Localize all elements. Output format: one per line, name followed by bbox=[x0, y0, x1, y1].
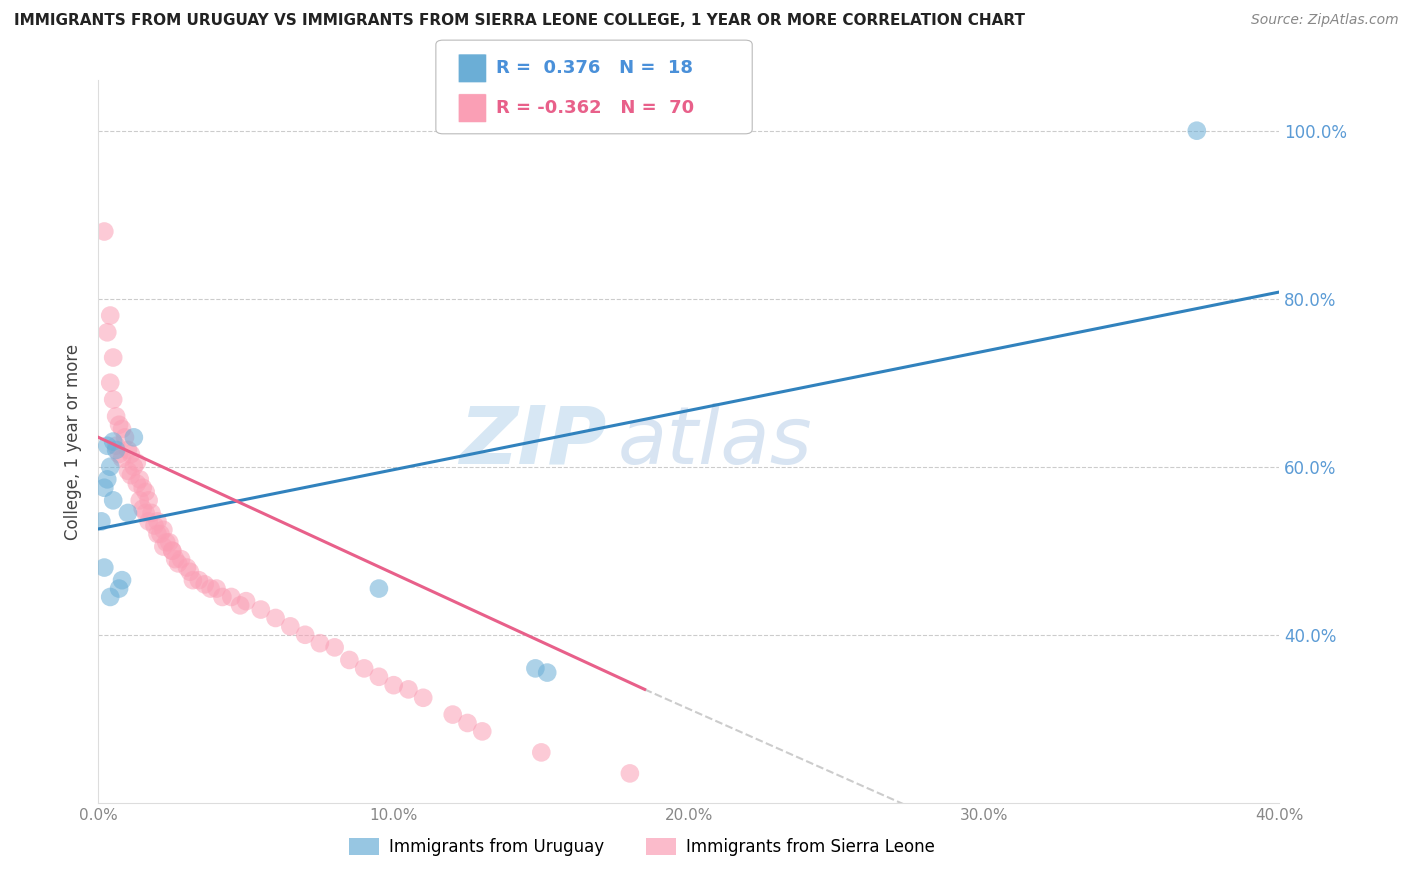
Point bbox=[108, 447, 131, 461]
Text: R = -0.362   N =  70: R = -0.362 N = 70 bbox=[496, 99, 695, 117]
Point bbox=[96, 439, 118, 453]
Point bbox=[125, 456, 148, 470]
Point bbox=[149, 527, 172, 541]
Point bbox=[280, 619, 302, 633]
Text: IMMIGRANTS FROM URUGUAY VS IMMIGRANTS FROM SIERRA LEONE COLLEGE, 1 YEAR OR MORE : IMMIGRANTS FROM URUGUAY VS IMMIGRANTS FR… bbox=[14, 13, 1025, 29]
Point bbox=[108, 417, 131, 432]
Point bbox=[141, 506, 163, 520]
Point bbox=[111, 451, 134, 466]
Point bbox=[111, 573, 134, 587]
Point bbox=[382, 678, 405, 692]
Point bbox=[128, 493, 150, 508]
Point bbox=[138, 493, 160, 508]
Point bbox=[368, 670, 391, 684]
Point bbox=[135, 506, 157, 520]
Point bbox=[619, 766, 641, 780]
Point bbox=[117, 442, 139, 457]
Point bbox=[98, 376, 121, 390]
Point bbox=[250, 602, 273, 616]
Point bbox=[93, 481, 115, 495]
Point bbox=[167, 557, 190, 571]
Point bbox=[339, 653, 361, 667]
Point bbox=[264, 611, 287, 625]
Point bbox=[200, 582, 222, 596]
Point bbox=[152, 540, 174, 554]
Point bbox=[120, 447, 142, 461]
Point bbox=[187, 573, 209, 587]
Point bbox=[235, 594, 257, 608]
Point bbox=[146, 514, 169, 528]
Point bbox=[294, 628, 316, 642]
Point bbox=[309, 636, 332, 650]
Point bbox=[211, 590, 233, 604]
Point bbox=[105, 442, 128, 457]
Legend: Immigrants from Uruguay, Immigrants from Sierra Leone: Immigrants from Uruguay, Immigrants from… bbox=[342, 831, 941, 863]
Point bbox=[98, 459, 121, 474]
Point bbox=[412, 690, 434, 705]
Point bbox=[536, 665, 558, 680]
Point bbox=[125, 476, 148, 491]
Point bbox=[122, 459, 145, 474]
Point bbox=[111, 422, 134, 436]
Point bbox=[103, 392, 125, 407]
Point bbox=[146, 527, 169, 541]
Y-axis label: College, 1 year or more: College, 1 year or more bbox=[65, 343, 83, 540]
Point bbox=[117, 506, 139, 520]
Point bbox=[105, 439, 128, 453]
Point bbox=[353, 661, 375, 675]
Point bbox=[162, 543, 183, 558]
Point bbox=[165, 552, 187, 566]
Point bbox=[120, 468, 142, 483]
Point bbox=[155, 535, 177, 549]
Point bbox=[93, 225, 115, 239]
Point bbox=[1185, 124, 1208, 138]
Point bbox=[181, 573, 204, 587]
Point bbox=[323, 640, 346, 655]
Point bbox=[108, 582, 131, 596]
Point bbox=[368, 582, 391, 596]
Point bbox=[122, 430, 145, 444]
Point bbox=[93, 560, 115, 574]
Point bbox=[221, 590, 243, 604]
Point bbox=[205, 582, 228, 596]
Point bbox=[229, 599, 252, 613]
Point bbox=[179, 565, 201, 579]
Point bbox=[98, 590, 121, 604]
Point bbox=[135, 485, 157, 500]
Point bbox=[162, 543, 183, 558]
Point bbox=[105, 409, 128, 424]
Point bbox=[132, 501, 155, 516]
Text: ZIP: ZIP bbox=[458, 402, 606, 481]
Point bbox=[90, 514, 112, 528]
Text: atlas: atlas bbox=[619, 402, 813, 481]
Point bbox=[128, 472, 150, 486]
Point bbox=[530, 745, 553, 759]
Point bbox=[98, 309, 121, 323]
Point bbox=[194, 577, 217, 591]
Point bbox=[176, 560, 198, 574]
Point bbox=[114, 430, 136, 444]
Point bbox=[132, 481, 155, 495]
Point bbox=[441, 707, 464, 722]
Point bbox=[524, 661, 547, 675]
Point bbox=[117, 464, 139, 478]
Point bbox=[457, 716, 479, 731]
Text: Source: ZipAtlas.com: Source: ZipAtlas.com bbox=[1251, 13, 1399, 28]
Point bbox=[138, 514, 160, 528]
Point bbox=[96, 326, 118, 340]
Point bbox=[152, 523, 174, 537]
Point bbox=[103, 434, 125, 449]
Point bbox=[103, 493, 125, 508]
Point bbox=[471, 724, 494, 739]
Point bbox=[96, 472, 118, 486]
Point bbox=[157, 535, 180, 549]
Text: R =  0.376   N =  18: R = 0.376 N = 18 bbox=[496, 60, 693, 78]
Point bbox=[398, 682, 420, 697]
Point bbox=[143, 518, 166, 533]
Point bbox=[103, 351, 125, 365]
Point bbox=[170, 552, 193, 566]
